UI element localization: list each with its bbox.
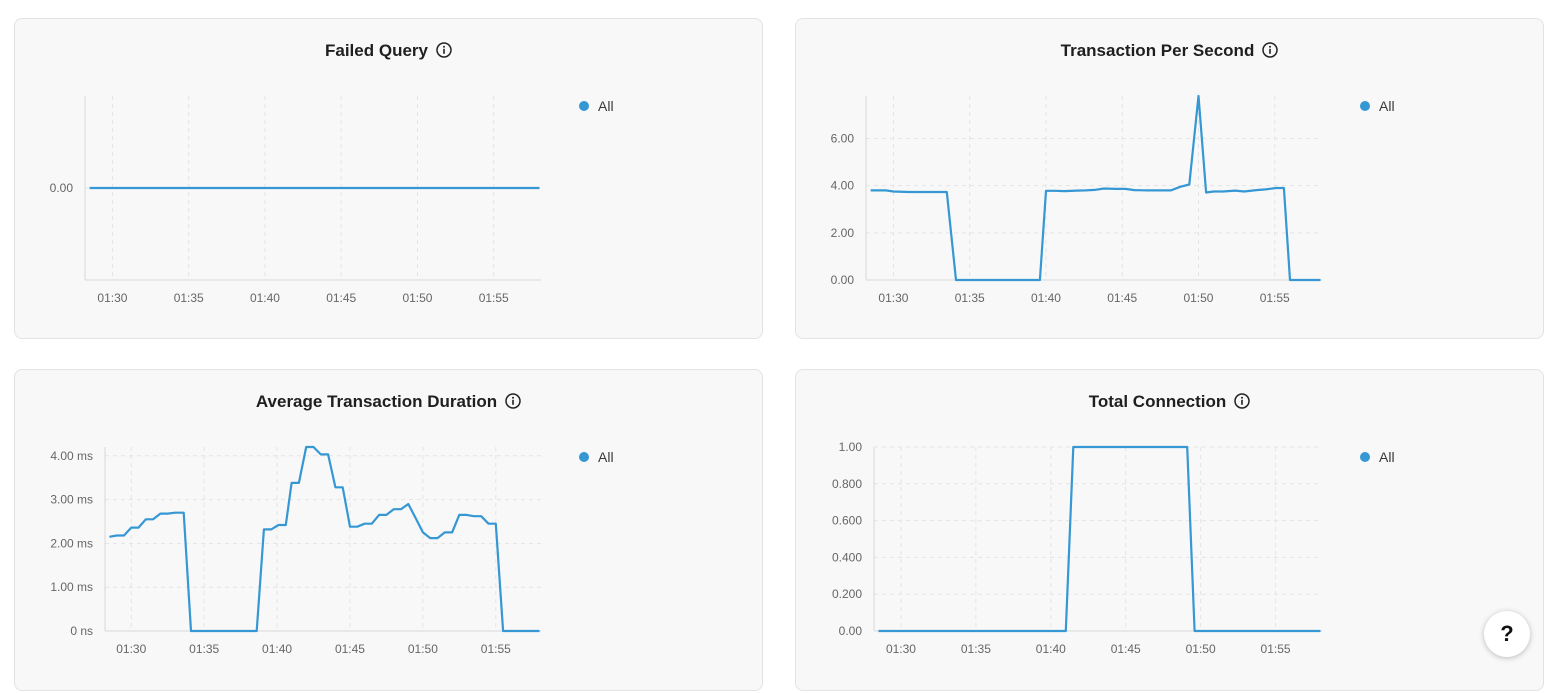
x-tick-label: 01:40 <box>262 642 292 656</box>
panel-title: Total Connection <box>1088 392 1227 411</box>
panel-title: Average Transaction Duration <box>255 392 498 411</box>
legend-label: All <box>598 449 614 465</box>
transaction-per-second-chart[interactable]: 01:30 01:35 01:40 01:45 01:50 01:55 0.00 2.00 4.… <box>796 19 1545 340</box>
legend-label: All <box>598 98 614 114</box>
legend-item-all[interactable]: All <box>1360 98 1395 114</box>
y-tick-label: 0.00 <box>50 181 74 195</box>
legend-dot <box>1360 452 1370 462</box>
legend-dot <box>579 101 589 111</box>
x-tick-label: 01:55 <box>1260 291 1290 305</box>
y-tick-label: 2.00 <box>831 226 855 240</box>
x-tick-label: 01:45 <box>1107 291 1137 305</box>
panel-header: Total Connection <box>796 392 1543 414</box>
info-circle-icon[interactable] <box>505 393 521 414</box>
x-tick-label: 01:40 <box>250 291 280 305</box>
failed-query-panel: Failed Query 01:30 01:35 01:40 01:45 01:50 01… <box>14 18 763 339</box>
x-tick-label: 01:55 <box>481 642 511 656</box>
x-tick-label: 01:45 <box>335 642 365 656</box>
y-tick-label: 0 ns <box>70 624 93 638</box>
panel-header: Average Transaction Duration <box>15 392 762 414</box>
legend-label: All <box>1379 449 1395 465</box>
x-tick-label: 01:45 <box>326 291 356 305</box>
panel-header: Transaction Per Second <box>796 41 1543 63</box>
y-tick-label: 0.00 <box>831 273 855 287</box>
info-circle-icon[interactable] <box>1234 393 1251 414</box>
y-tick-label: 0.600 <box>832 514 862 528</box>
panel-header: Failed Query <box>15 41 762 63</box>
x-tick-label: 01:50 <box>1186 642 1216 656</box>
info-circle-icon[interactable] <box>436 42 452 63</box>
legend-item-all[interactable]: All <box>1360 449 1395 465</box>
y-tick-label: 2.00 ms <box>50 536 93 550</box>
x-tick-label: 01:55 <box>479 291 509 305</box>
x-tick-label: 01:40 <box>1036 642 1066 656</box>
x-tick-label: 01:30 <box>878 291 908 305</box>
total-connection-chart[interactable]: 01:30 01:35 01:40 01:45 01:50 01:55 0.00 0.200 0… <box>796 370 1545 692</box>
panel-title: Failed Query <box>325 41 428 60</box>
help-button[interactable]: ? <box>1484 611 1530 657</box>
legend-item-all[interactable]: All <box>579 98 614 114</box>
y-tick-label: 6.00 <box>831 131 855 145</box>
x-tick-label: 01:50 <box>1183 291 1213 305</box>
y-tick-label: 1.00 ms <box>50 580 93 594</box>
x-tick-label: 01:35 <box>955 291 985 305</box>
x-tick-label: 01:35 <box>189 642 219 656</box>
legend-label: All <box>1379 98 1395 114</box>
transaction-per-second-panel: Transaction Per Second 01:30 01:35 01:40 01… <box>795 18 1544 339</box>
y-tick-label: 3.00 ms <box>50 493 93 507</box>
series-line-all[interactable] <box>870 94 1321 282</box>
average-transaction-duration-chart[interactable]: 01:30 01:35 01:40 01:45 01:50 01:55 0 ns 1.00 m… <box>15 370 764 692</box>
x-tick-label: 01:35 <box>174 291 204 305</box>
x-tick-label: 01:35 <box>961 642 991 656</box>
legend-dot <box>1360 101 1370 111</box>
series-line-all[interactable] <box>109 445 540 633</box>
x-tick-label: 01:30 <box>97 291 127 305</box>
x-tick-label: 01:40 <box>1031 291 1061 305</box>
failed-query-chart[interactable]: 01:30 01:35 01:40 01:45 01:50 01:55 0.00 <box>15 19 764 340</box>
x-tick-label: 01:50 <box>402 291 432 305</box>
y-tick-label: 0.400 <box>832 550 862 564</box>
x-tick-label: 01:30 <box>116 642 146 656</box>
total-connection-panel: Total Connection 01:30 01:35 01:40 01:45 01:… <box>795 369 1544 691</box>
info-circle-icon[interactable] <box>1262 42 1279 63</box>
y-tick-label: 4.00 <box>831 179 855 193</box>
y-tick-label: 0.00 <box>839 624 863 638</box>
panel-title: Transaction Per Second <box>1060 41 1255 60</box>
y-tick-label: 1.00 <box>839 440 863 454</box>
x-tick-label: 01:30 <box>886 642 916 656</box>
legend-item-all[interactable]: All <box>579 449 614 465</box>
y-tick-label: 0.800 <box>832 477 862 491</box>
average-transaction-duration-panel: Average Transaction Duration 01:30 01:35 0… <box>14 369 763 691</box>
y-tick-label: 4.00 ms <box>50 449 93 463</box>
x-tick-label: 01:50 <box>408 642 438 656</box>
x-tick-label: 01:45 <box>1111 642 1141 656</box>
series-line-all[interactable] <box>878 445 1321 633</box>
legend-dot <box>579 452 589 462</box>
y-tick-label: 0.200 <box>832 587 862 601</box>
x-tick-label: 01:55 <box>1261 642 1291 656</box>
